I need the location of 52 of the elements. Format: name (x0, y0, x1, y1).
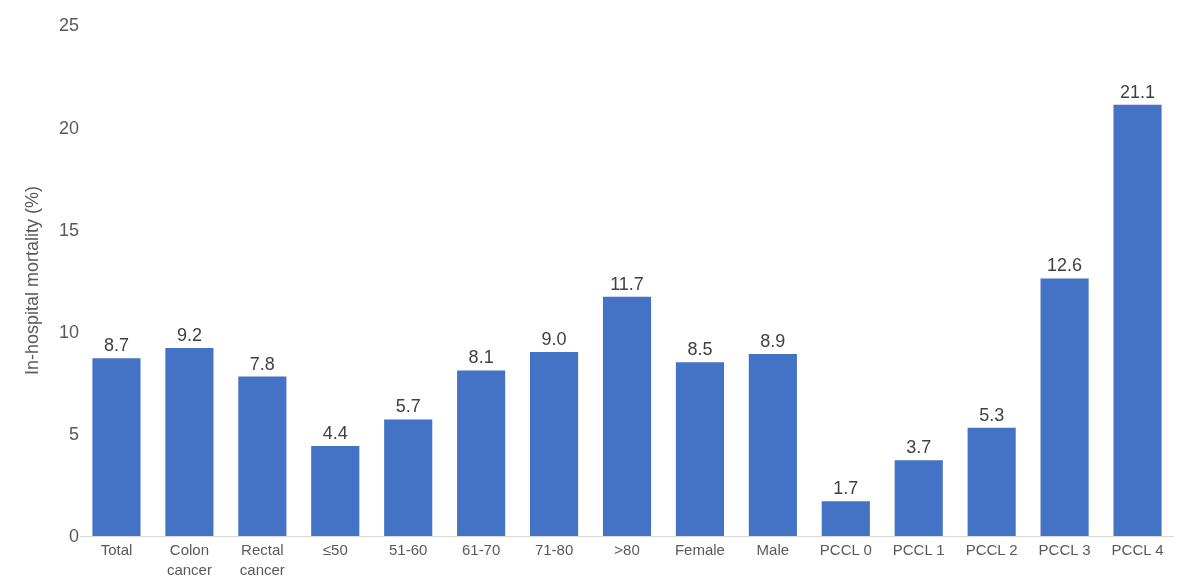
data-label: 12.6 (1047, 255, 1083, 276)
data-label: 3.7 (906, 437, 932, 458)
data-label: 8.7 (103, 335, 129, 356)
bar (675, 362, 724, 536)
bar (1113, 104, 1162, 536)
y-tick-label: 0 (68, 526, 79, 547)
bar (894, 460, 943, 536)
x-tick-label: >80 (614, 541, 640, 558)
x-tick-label: ≤50 (322, 541, 348, 558)
x-tick-label: Female (674, 541, 725, 558)
y-tick-label: 5 (68, 424, 79, 445)
data-label: 11.7 (610, 273, 644, 294)
data-label: 7.8 (249, 353, 275, 374)
x-tick-label: 71-80 (534, 541, 574, 558)
data-label: 1.7 (833, 478, 859, 499)
y-tick-label: 10 (58, 321, 79, 342)
y-tick-label: 25 (58, 15, 79, 36)
data-label: 8.5 (687, 339, 713, 360)
y-tick-label: 20 (58, 117, 79, 138)
data-label: 8.9 (760, 331, 786, 352)
data-label: 9.2 (176, 324, 202, 345)
x-tick-label: PCCL 0 (819, 541, 872, 558)
data-label: 5.7 (395, 396, 421, 417)
bar (311, 446, 360, 536)
x-tick-label: Male (756, 541, 790, 558)
bar (165, 347, 214, 536)
data-label: 5.3 (979, 404, 1005, 425)
bar (457, 370, 506, 536)
y-axis-title: In-hospital mortality (%) (22, 185, 43, 376)
x-tick-label: 61-70 (461, 541, 501, 558)
bar (92, 358, 141, 536)
x-tick-label: PCCL 4 (1111, 541, 1164, 558)
data-label: 21.1 (1120, 81, 1156, 102)
bar (1040, 278, 1089, 536)
bar (238, 376, 287, 536)
x-tick-label: PCCL 3 (1038, 541, 1091, 558)
x-tick-label: Colon cancer (166, 541, 212, 578)
data-label: 8.1 (468, 347, 494, 368)
data-label: 4.4 (322, 423, 348, 444)
x-tick-label: Total (100, 541, 133, 558)
y-tick-label: 15 (58, 219, 79, 240)
bar (602, 296, 652, 536)
x-tick-label: PCCL 2 (965, 541, 1018, 558)
bar (530, 352, 579, 536)
bar (748, 354, 797, 536)
x-tick-label: Rectal cancer (239, 541, 285, 578)
bar (967, 427, 1016, 536)
data-label: 9.0 (541, 329, 567, 350)
x-tick-label: PCCL 1 (892, 541, 945, 558)
bar (384, 419, 433, 536)
x-tick-label: 51-60 (389, 541, 428, 558)
bar (821, 501, 870, 536)
